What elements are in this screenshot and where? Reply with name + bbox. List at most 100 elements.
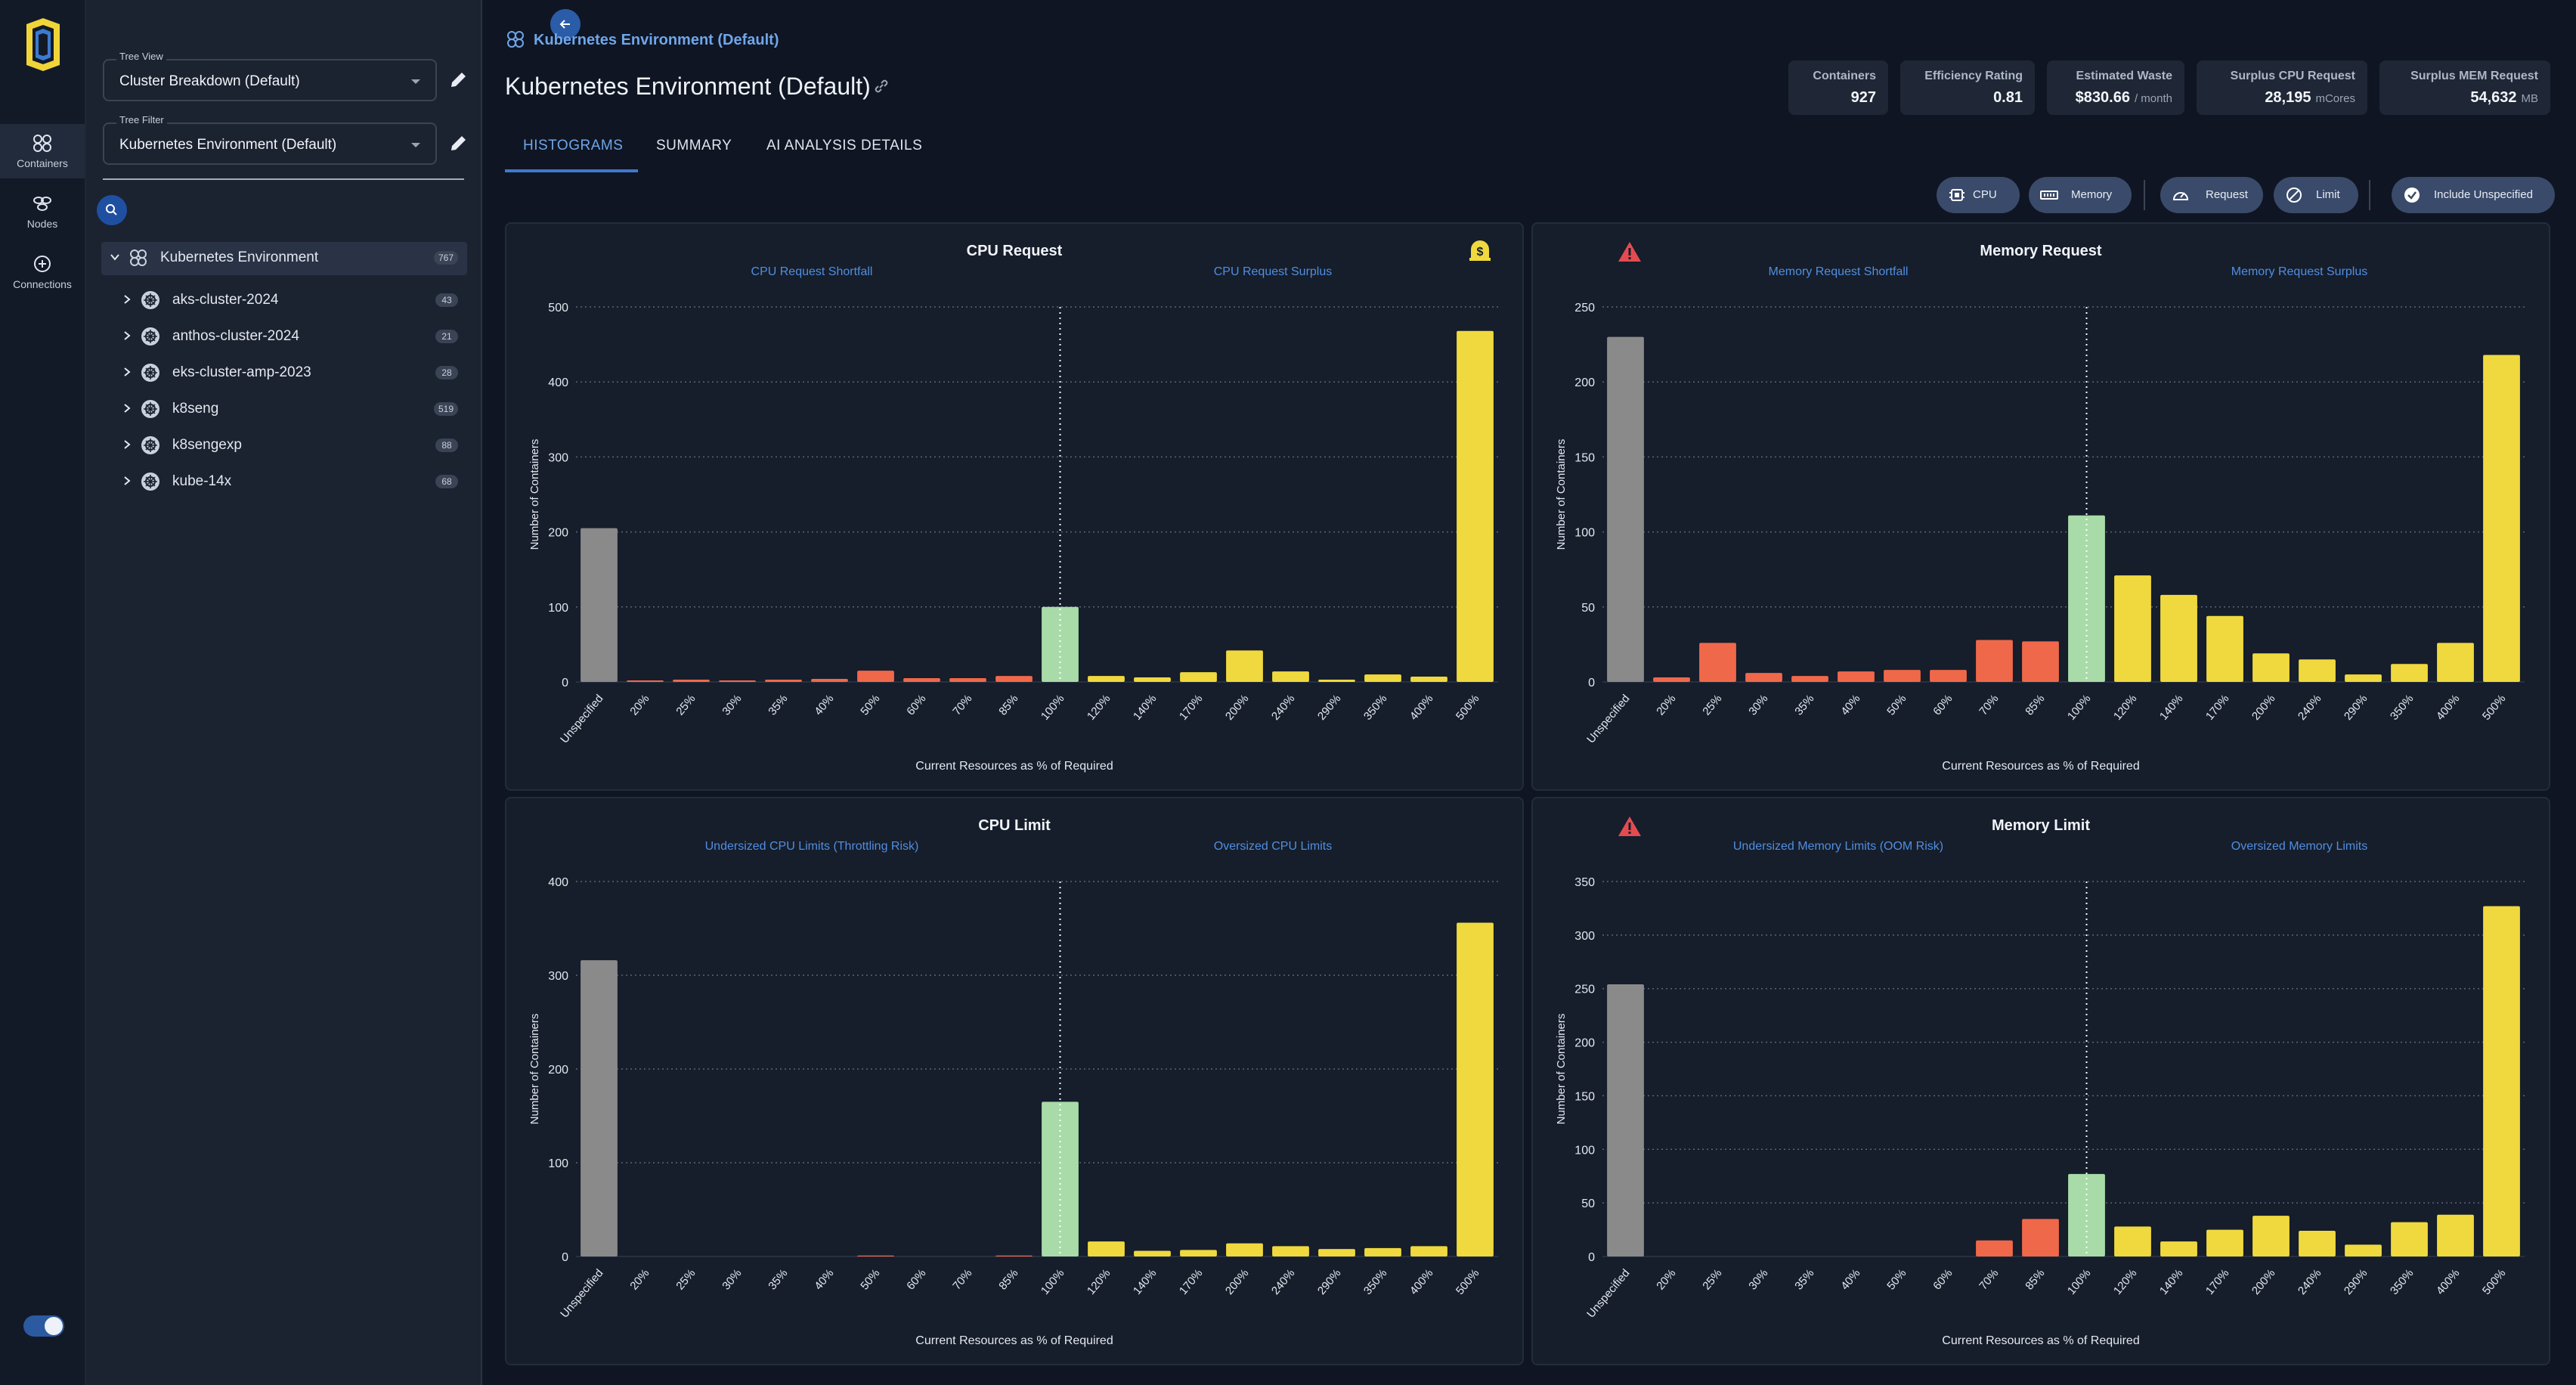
x-tick-label: 170% bbox=[2203, 692, 2232, 723]
chevron-down-icon bbox=[110, 254, 119, 261]
tree-item-label: eks-cluster-amp-2023 bbox=[172, 364, 311, 380]
tree-item-cluster[interactable]: k8sengexp 88 bbox=[101, 429, 467, 460]
tree-item-label: aks-cluster-2024 bbox=[172, 292, 279, 308]
limit-toggle[interactable]: Limit bbox=[2274, 177, 2358, 213]
y-axis-label: Number of Containers bbox=[1555, 439, 1568, 550]
histogram-bar bbox=[1364, 674, 1401, 682]
tree-root-label: Kubernetes Environment bbox=[160, 249, 319, 265]
tree-item-cluster[interactable]: anthos-cluster-2024 21 bbox=[101, 321, 467, 351]
tree-item-label: kube-14x bbox=[172, 473, 232, 489]
histogram-bar bbox=[1364, 1247, 1401, 1256]
link-icon[interactable] bbox=[872, 77, 890, 95]
kubernetes-cluster-icon bbox=[130, 249, 147, 266]
histogram-svg: CPU Request CPU Request Shortfall CPU Requ… bbox=[528, 240, 1498, 773]
histogram-bar bbox=[2206, 1229, 2243, 1256]
block-icon bbox=[2287, 187, 2302, 203]
stat-label: Surplus MEM Request bbox=[2410, 70, 2538, 82]
x-tick-label: 500% bbox=[1454, 692, 1482, 723]
tab-histograms[interactable]: HISTOGRAMS bbox=[523, 138, 624, 153]
histogram-bar bbox=[719, 680, 756, 682]
theme-toggle[interactable] bbox=[23, 1315, 64, 1337]
y-tick-label: 0 bbox=[562, 1251, 568, 1264]
cpu-toggle[interactable]: CPU bbox=[1937, 177, 2020, 213]
x-tick-label: 50% bbox=[1884, 1267, 1909, 1293]
stat-containers: Containers 927 bbox=[1788, 60, 1888, 115]
histogram-bar bbox=[2206, 615, 2243, 682]
x-tick-label: Unspecified bbox=[1584, 692, 1632, 746]
x-tick-label: 25% bbox=[1700, 692, 1724, 718]
stat-value: 54,632 MB bbox=[2470, 89, 2538, 107]
stat-number: 927 bbox=[1850, 89, 1876, 106]
x-tick-label: 120% bbox=[1085, 1267, 1113, 1297]
histogram-bar bbox=[1042, 606, 1079, 682]
x-tick-label: 350% bbox=[2388, 1267, 2417, 1297]
x-axis-label: Current Resources as % of Required bbox=[1942, 760, 2139, 773]
pencil-icon[interactable] bbox=[446, 132, 470, 156]
x-tick-label: 100% bbox=[1039, 1267, 1067, 1297]
rail-containers[interactable]: Containers bbox=[0, 124, 85, 178]
x-tick-label: 35% bbox=[766, 692, 790, 718]
request-toggle[interactable]: Request bbox=[2160, 177, 2263, 213]
histogram-bar bbox=[2022, 1219, 2059, 1256]
chevron-right-icon bbox=[124, 331, 131, 340]
x-tick-label: 30% bbox=[720, 1267, 744, 1293]
surplus-label: CPU Request Surplus bbox=[1214, 265, 1333, 278]
y-tick-label: 350 bbox=[1574, 876, 1595, 889]
histogram-bar bbox=[1272, 1246, 1309, 1256]
pencil-icon[interactable] bbox=[446, 68, 470, 92]
histogram-bar bbox=[2437, 1214, 2474, 1256]
stat-number: 54,632 bbox=[2470, 89, 2517, 106]
y-tick-label: 400 bbox=[548, 376, 568, 389]
x-tick-label: 500% bbox=[2480, 1267, 2509, 1297]
chevron-down-icon bbox=[411, 79, 420, 84]
rail-containers-label: Containers bbox=[17, 157, 68, 169]
histogram-bar bbox=[1226, 650, 1263, 682]
rail-nodes[interactable]: Nodes bbox=[0, 184, 85, 239]
tree-item-root[interactable]: Kubernetes Environment 767 bbox=[101, 242, 467, 275]
tree-item-cluster[interactable]: aks-cluster-2024 43 bbox=[101, 284, 467, 314]
histogram-bar bbox=[1976, 1240, 2013, 1256]
stat-label: Estimated Waste bbox=[2076, 70, 2172, 82]
x-tick-label: 30% bbox=[1746, 1267, 1770, 1293]
tree-item-cluster[interactable]: k8seng 519 bbox=[101, 393, 467, 423]
histogram-bar bbox=[2345, 674, 2382, 682]
tree-view-select[interactable]: Tree View Cluster Breakdown (Default) bbox=[103, 51, 437, 101]
x-tick-label: 70% bbox=[1977, 692, 2001, 718]
x-tick-label: 350% bbox=[1361, 1267, 1390, 1297]
x-tick-label: 170% bbox=[1177, 1267, 1206, 1297]
x-tick-label: 290% bbox=[2342, 1267, 2370, 1297]
histogram-bar bbox=[2160, 594, 2197, 682]
tree-filter-select[interactable]: Tree Filter Kubernetes Environment (Defa… bbox=[103, 114, 437, 165]
include-unspecified-toggle[interactable]: Include Unspecified bbox=[2392, 177, 2555, 213]
memory-toggle[interactable]: Memory bbox=[2029, 177, 2132, 213]
stat-value: 927 bbox=[1851, 89, 1876, 107]
x-tick-label: 70% bbox=[950, 692, 974, 718]
x-tick-label: 85% bbox=[2023, 692, 2047, 718]
count-badge: 767 bbox=[433, 251, 458, 265]
rail-connections[interactable]: Connections bbox=[0, 245, 85, 299]
histogram-bar bbox=[765, 680, 802, 682]
collapse-panel-button[interactable] bbox=[550, 9, 581, 39]
stat-unit: / month bbox=[2134, 92, 2172, 105]
tree-filter-value: Kubernetes Environment (Default) bbox=[119, 137, 337, 153]
stat-unit: mCores bbox=[2315, 92, 2355, 105]
shortfall-label: CPU Request Shortfall bbox=[751, 265, 873, 278]
tree-item-cluster[interactable]: kube-14x 68 bbox=[101, 466, 467, 496]
active-tab-indicator bbox=[505, 169, 638, 172]
tree-item-cluster[interactable]: eks-cluster-amp-2023 28 bbox=[101, 357, 467, 387]
histogram-bar bbox=[1134, 1250, 1171, 1256]
search-button[interactable] bbox=[97, 195, 127, 225]
y-tick-label: 0 bbox=[1588, 677, 1595, 689]
chart-title: CPU Request bbox=[967, 243, 1063, 259]
x-tick-label: 140% bbox=[2157, 1267, 2186, 1297]
x-tick-label: 100% bbox=[2065, 692, 2094, 723]
x-tick-label: 200% bbox=[2249, 1267, 2278, 1297]
kubernetes-icon bbox=[141, 473, 159, 491]
histogram-bar bbox=[2483, 355, 2520, 682]
kubernetes-icon bbox=[141, 436, 159, 454]
count-badge: 21 bbox=[435, 330, 458, 343]
histogram-bar bbox=[1088, 676, 1125, 682]
tab-summary[interactable]: SUMMARY bbox=[656, 138, 732, 153]
tab-ai-analysis-details[interactable]: AI ANALYSIS DETAILS bbox=[766, 138, 923, 153]
x-tick-label: 35% bbox=[1792, 1267, 1816, 1293]
